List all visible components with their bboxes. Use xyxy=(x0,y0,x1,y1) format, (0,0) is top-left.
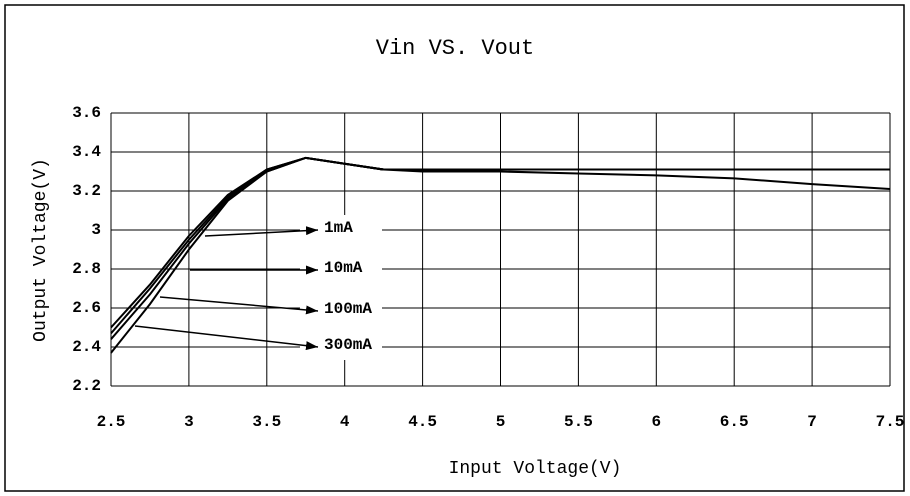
x-tick-label: 4.5 xyxy=(408,413,437,431)
series-line xyxy=(110,156,891,354)
x-tick-label: 3.5 xyxy=(252,413,281,431)
x-tick-label: 7 xyxy=(807,413,817,431)
series-label: 1mA xyxy=(324,219,353,237)
annotation-arrow xyxy=(134,325,319,351)
x-tick-label: 5 xyxy=(496,413,506,431)
x-tick-label: 4 xyxy=(340,413,350,431)
x-tick-label: 3 xyxy=(184,413,194,431)
x-tick-label: 7.5 xyxy=(876,413,905,431)
y-tick-label: 2.2 xyxy=(72,377,101,395)
series-label: 10mA xyxy=(324,259,363,277)
y-tick-label: 3.2 xyxy=(72,182,101,200)
y-tick-label: 3.6 xyxy=(72,104,101,122)
y-axis-label: Output Voltage(V) xyxy=(31,158,51,342)
frame xyxy=(4,4,905,492)
x-tick-label: 5.5 xyxy=(564,413,593,431)
x-tick-label: 2.5 xyxy=(97,413,126,431)
label-backdrop xyxy=(300,215,382,360)
y-tick-label: 2.4 xyxy=(72,338,101,356)
annotation-arrow xyxy=(159,296,319,315)
y-tick-label: 3 xyxy=(91,221,101,239)
y-tick-label: 3.4 xyxy=(72,143,101,161)
x-axis-label: Input Voltage(V) xyxy=(449,459,622,479)
chart-title: Vin VS. Vout xyxy=(376,36,534,61)
y-tick-label: 2.8 xyxy=(72,260,101,278)
y-tick-label: 2.6 xyxy=(72,299,101,317)
series-label: 300mA xyxy=(324,336,372,354)
x-tick-label: 6.5 xyxy=(720,413,749,431)
x-tick-label: 6 xyxy=(651,413,661,431)
annotation-arrow xyxy=(204,226,319,237)
series-label: 100mA xyxy=(324,300,372,318)
